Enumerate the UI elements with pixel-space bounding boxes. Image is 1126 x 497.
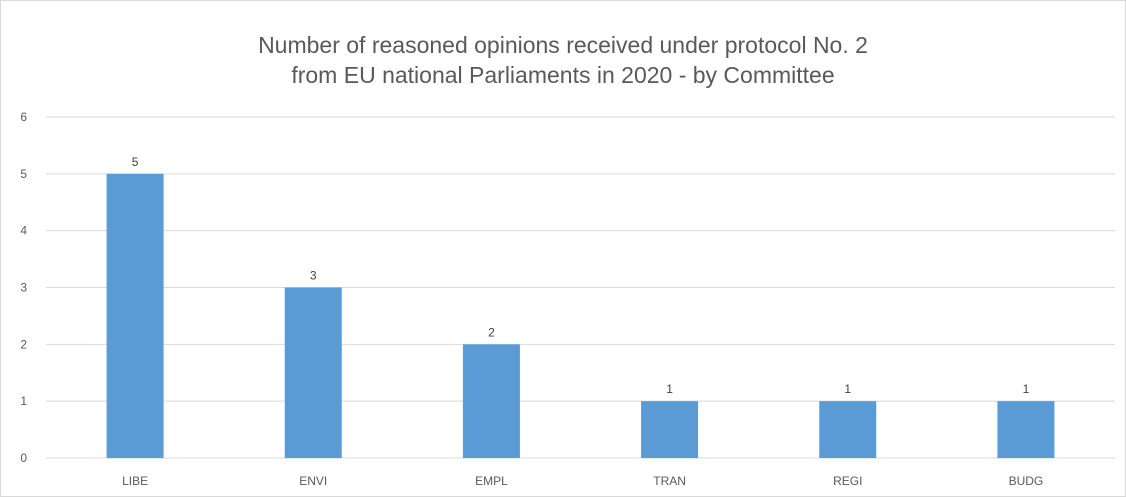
bar-libe: [106, 173, 164, 459]
y-tick-label: 4: [20, 224, 27, 238]
data-label-tran: 1: [666, 382, 673, 396]
y-tick-label: 5: [20, 167, 27, 181]
x-tick-label-tran: TRAN: [653, 474, 686, 488]
data-label-budg: 1: [1023, 382, 1030, 396]
bar-regi: [819, 401, 877, 458]
bar-tran: [641, 401, 699, 458]
y-tick-label: 1: [20, 394, 27, 408]
gridlines: [46, 116, 1115, 459]
chart-title: Number of reasoned opinions received und…: [258, 32, 868, 88]
x-tick-label-empl: EMPL: [475, 474, 508, 488]
bar-budg: [997, 401, 1055, 458]
y-tick-label: 2: [20, 337, 27, 351]
data-labels: 5 3 2 1 1 1: [132, 155, 1030, 396]
data-label-libe: 5: [132, 155, 139, 169]
y-tick-label: 3: [20, 281, 27, 295]
data-label-regi: 1: [844, 382, 851, 396]
data-label-envi: 3: [310, 269, 317, 283]
x-axis-ticks: LIBE ENVI EMPL TRAN REGI BUDG: [122, 474, 1043, 488]
bar-empl: [462, 344, 520, 458]
x-tick-label-regi: REGI: [833, 474, 862, 488]
x-tick-label-budg: BUDG: [1009, 474, 1044, 488]
x-tick-label-envi: ENVI: [299, 474, 327, 488]
chart-title-line-2: from EU national Parliaments in 2020 - b…: [291, 62, 834, 88]
bars: [106, 173, 1055, 459]
chart-title-line-1: Number of reasoned opinions received und…: [258, 32, 868, 58]
y-tick-label: 0: [20, 451, 27, 465]
y-axis-ticks: 0 1 2 3 4 5 6: [20, 110, 27, 465]
y-tick-label: 6: [20, 110, 27, 124]
bar-envi: [284, 287, 342, 458]
data-label-empl: 2: [488, 325, 495, 339]
x-tick-label-libe: LIBE: [122, 474, 148, 488]
